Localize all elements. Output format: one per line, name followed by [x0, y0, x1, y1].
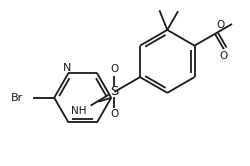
- Text: O: O: [216, 20, 225, 31]
- Text: N: N: [63, 63, 72, 73]
- Text: O: O: [110, 109, 118, 120]
- Text: O: O: [110, 64, 118, 74]
- Text: NH: NH: [71, 106, 87, 116]
- Text: O: O: [220, 51, 228, 61]
- Text: S: S: [110, 85, 119, 98]
- Text: Br: Br: [10, 93, 23, 103]
